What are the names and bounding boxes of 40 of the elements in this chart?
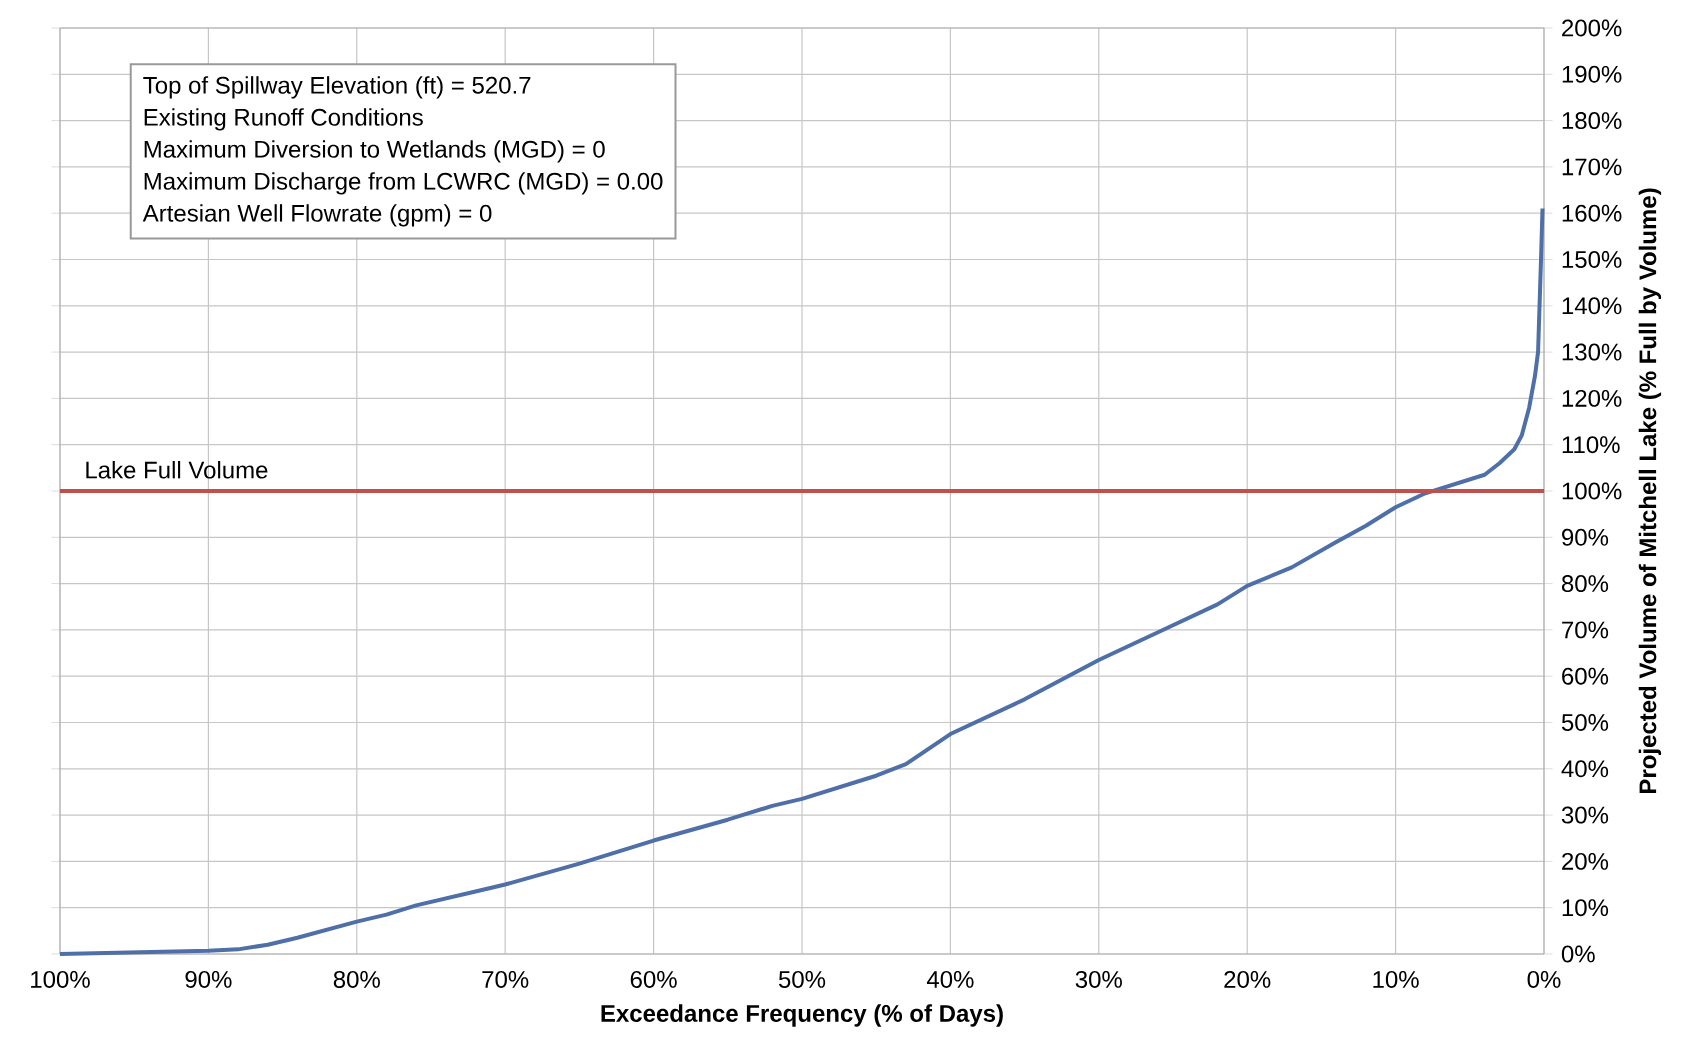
y-tick-label: 120% <box>1562 389 1622 407</box>
y-tick-label: 110% <box>1562 436 1620 454</box>
x-tick-label: 50% <box>778 970 826 988</box>
y-tick-label: 100% <box>1562 482 1622 500</box>
x-tick-label: 70% <box>482 970 529 988</box>
x-tick-label: 60% <box>630 970 677 988</box>
y-tick-label: 140% <box>1562 297 1622 315</box>
y-tick-label: 90% <box>1562 528 1609 546</box>
y-tick-label: 180% <box>1562 112 1622 130</box>
y-tick-label: 150% <box>1562 251 1622 268</box>
x-tick-label: 10% <box>1373 970 1419 988</box>
y-tick-label: 50% <box>1561 714 1609 731</box>
y-tick-label: 0% <box>1561 945 1595 963</box>
y-tick-label: 170% <box>1562 158 1622 176</box>
annotation: Maximum Discharge from LCWRC (MGD) = 0.00 <box>144 172 663 195</box>
y-tick-label: 80% <box>1561 575 1609 593</box>
y-axis-title: Projected Volume of Mitchell Lake (% Full by Volume) <box>1638 188 1662 793</box>
x-tick-label: 0% <box>1527 970 1561 988</box>
y-tick-label: 20% <box>1562 852 1609 870</box>
ref-line-label: Lake Full Volume <box>86 460 268 479</box>
x-tick-label: 80% <box>333 970 380 988</box>
y-tick-label: 130% <box>1562 343 1622 361</box>
y-tick-label: 10% <box>1562 899 1609 917</box>
x-tick-label: 40% <box>926 970 974 988</box>
y-tick-label: 200% <box>1562 19 1622 37</box>
x-tick-label: 100% <box>31 970 90 988</box>
y-tick-label: 60% <box>1562 667 1609 685</box>
y-tick-label: 40% <box>1561 760 1609 778</box>
x-tick-label: 90% <box>185 970 232 988</box>
annotation: Artesian Well Flowrate (gpm) = 0 <box>142 204 492 227</box>
x-tick-label: 20% <box>1224 970 1271 988</box>
y-tick-label: 160% <box>1562 204 1622 222</box>
x-tick-label: 30% <box>1075 970 1122 988</box>
x-axis-title: Exceedance Frequency (% of Days) <box>601 1004 1003 1027</box>
annotation: Maximum Diversion to Wetlands (MGD) = 0 <box>144 140 605 163</box>
y-tick-label: 190% <box>1562 65 1622 83</box>
annotation: Existing Runoff Conditions <box>144 108 423 131</box>
annotation: Top of Spillway Elevation (ft) = 520.7 <box>143 76 531 99</box>
y-tick-label: 30% <box>1561 806 1609 824</box>
y-tick-label: 70% <box>1562 621 1609 639</box>
